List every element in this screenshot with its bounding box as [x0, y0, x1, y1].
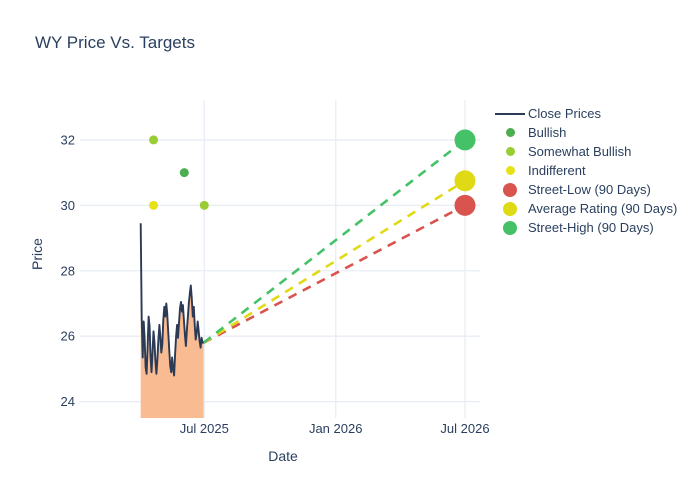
legend-item-close-prices[interactable]: Close Prices	[492, 104, 677, 123]
x-tick-label: Jan 2026	[309, 421, 363, 436]
close-price-fill	[140, 223, 204, 418]
rating-dot[interactable]	[179, 168, 189, 178]
legend-label: Street-Low (90 Days)	[528, 182, 651, 197]
target-dashed-line	[202, 179, 466, 344]
legend-marker-swatch	[492, 220, 528, 235]
y-tick-label: 32	[61, 132, 75, 147]
y-tick-label: 24	[61, 394, 75, 409]
line-swatch-icon	[495, 112, 525, 115]
dot-swatch-icon	[505, 166, 515, 175]
legend-marker-swatch	[492, 182, 528, 197]
legend: Close Prices Bullish Somewhat Bullish Indif…	[492, 104, 677, 237]
dot-swatch-icon	[505, 147, 515, 156]
close-price-line	[139, 223, 204, 377]
target-dashed-line	[202, 204, 466, 344]
y-axis-title: Price	[29, 238, 45, 270]
target-marker[interactable]	[454, 194, 476, 216]
legend-marker-swatch	[492, 128, 528, 137]
rating-dot[interactable]	[149, 200, 159, 210]
x-tick-label: Jul 2026	[440, 421, 489, 436]
legend-item-somewhat-bullish[interactable]: Somewhat Bullish	[492, 142, 677, 161]
target-dashed-line	[202, 138, 466, 344]
legend-label: Street-High (90 Days)	[528, 220, 654, 235]
circle-swatch-icon	[503, 220, 517, 235]
target-marker[interactable]	[454, 129, 476, 151]
legend-marker-swatch	[492, 166, 528, 175]
legend-label: Somewhat Bullish	[528, 144, 632, 159]
target-marker[interactable]	[454, 170, 476, 192]
legend-item-street-high-90-days[interactable]: Street-High (90 Days)	[492, 218, 677, 237]
legend-item-indifferent[interactable]: Indifferent	[492, 161, 677, 180]
legend-label: Close Prices	[528, 106, 601, 121]
circle-swatch-icon	[503, 201, 517, 216]
rating-dot[interactable]	[199, 200, 209, 210]
circle-swatch-icon	[503, 182, 517, 197]
x-tick-label: Jul 2025	[180, 421, 229, 436]
legend-line-swatch	[492, 112, 528, 115]
legend-item-street-low-90-days[interactable]: Street-Low (90 Days)	[492, 180, 677, 199]
y-tick-label: 26	[61, 329, 75, 344]
legend-item-bullish[interactable]: Bullish	[492, 123, 677, 142]
chart-title: WY Price Vs. Targets	[35, 33, 195, 52]
legend-label: Bullish	[528, 125, 567, 140]
legend-item-average-rating-90-days[interactable]: Average Rating (90 Days)	[492, 199, 677, 218]
dot-swatch-icon	[505, 128, 515, 137]
legend-marker-swatch	[492, 147, 528, 156]
y-tick-label: 28	[61, 263, 75, 278]
legend-label: Indifferent	[528, 163, 586, 178]
legend-label: Average Rating (90 Days)	[528, 201, 678, 216]
y-tick-label: 30	[61, 198, 75, 213]
rating-dot[interactable]	[149, 135, 159, 145]
legend-marker-swatch	[492, 201, 528, 216]
x-axis-title: Date	[268, 448, 298, 464]
